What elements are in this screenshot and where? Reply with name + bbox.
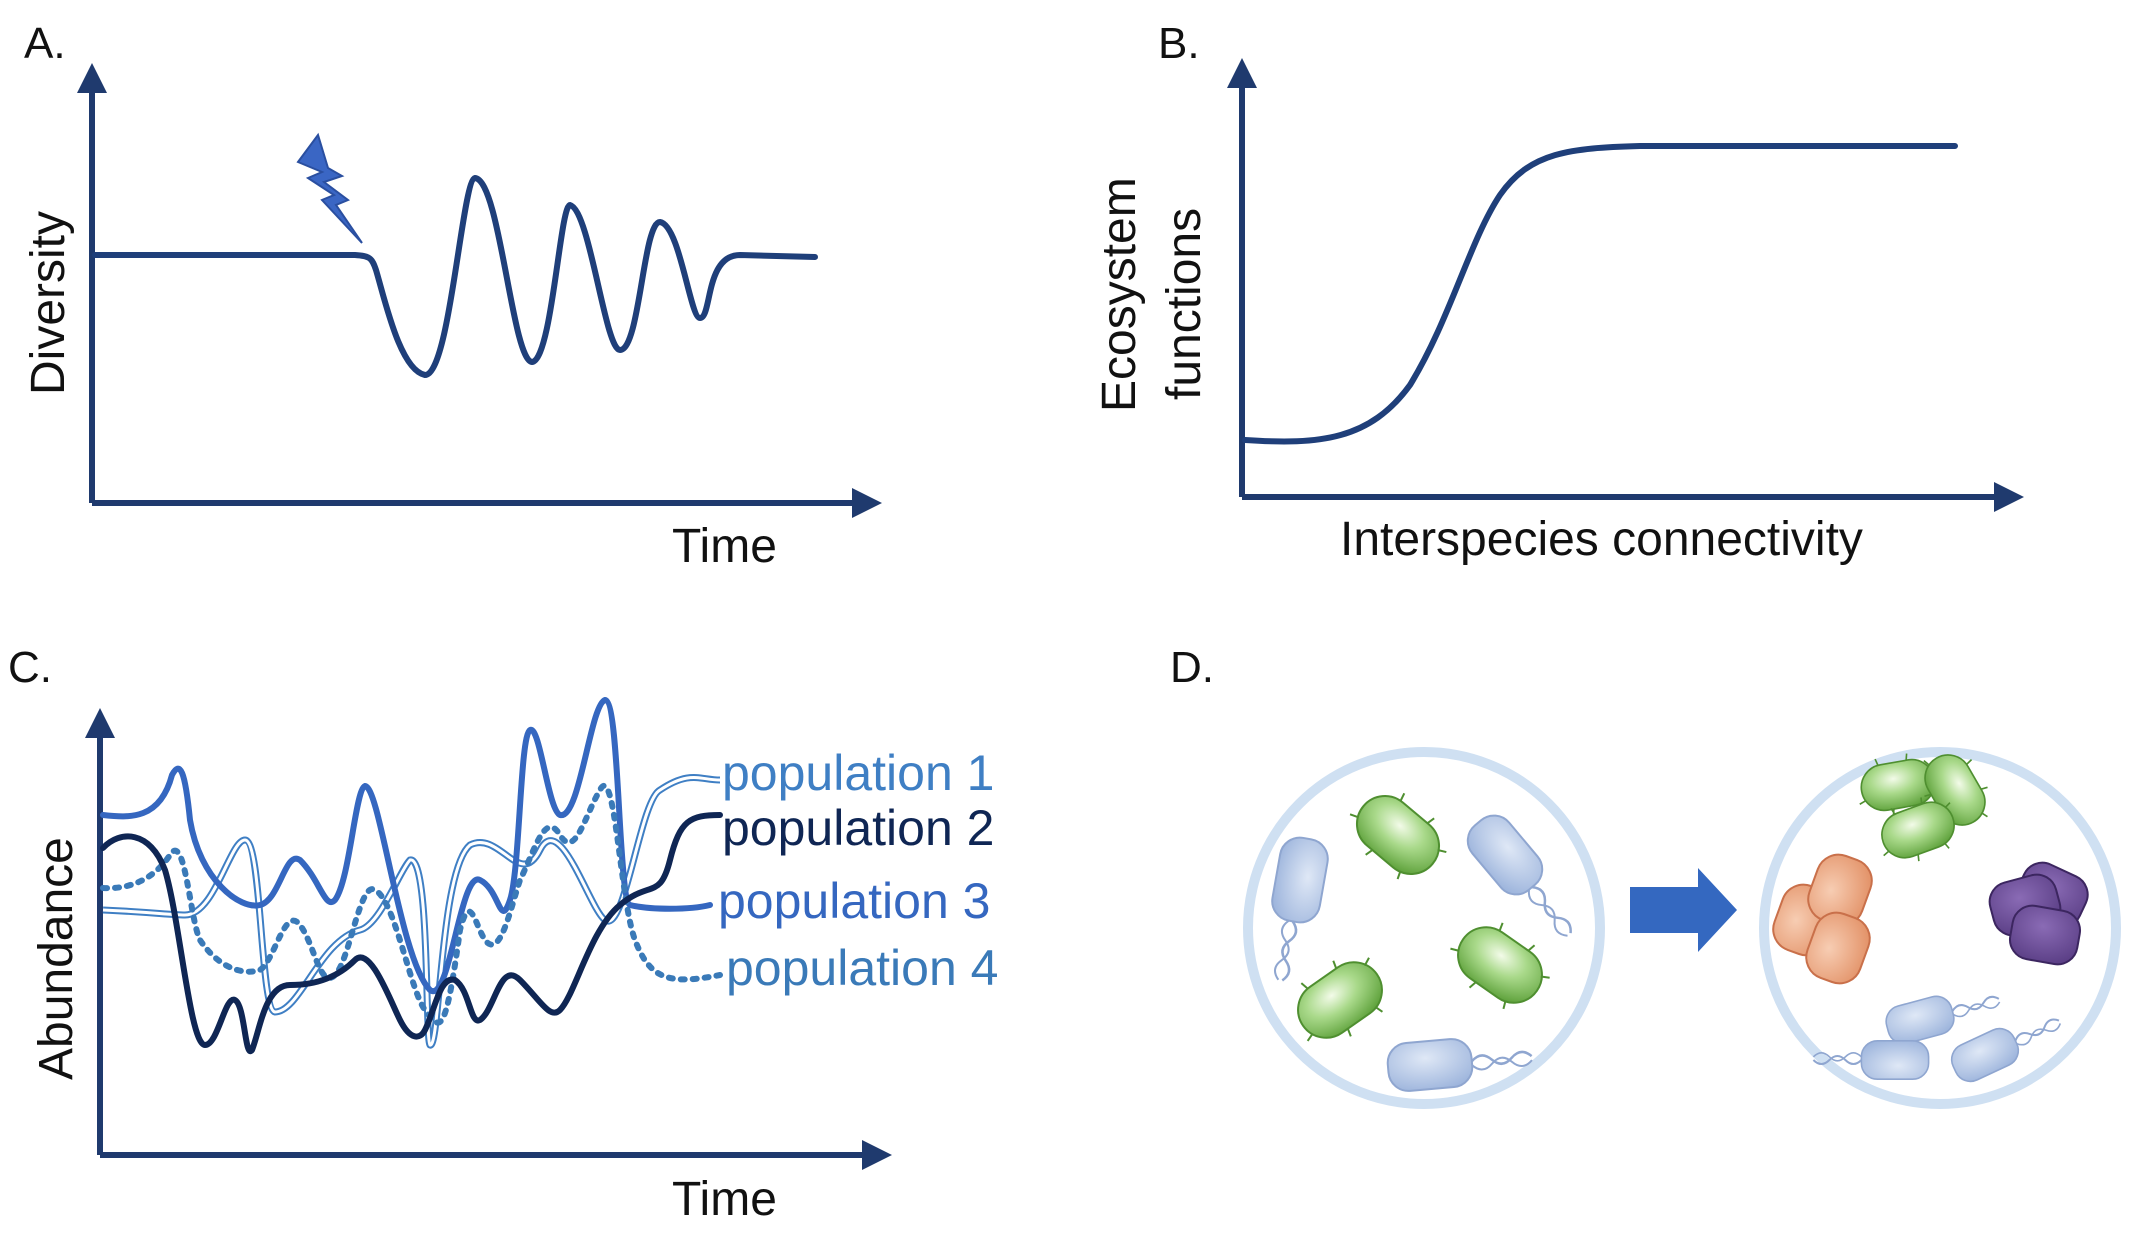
- community-after: [1759, 738, 2121, 1109]
- panel-a-x-label: Time: [672, 520, 777, 573]
- purple-bacterium-cluster-icon: [1988, 861, 2089, 966]
- panel-d: D.: [1170, 643, 2121, 1109]
- panel-b-label: B.: [1158, 19, 1200, 68]
- population-3-label: population 3: [718, 873, 990, 929]
- population-4-label: population 4: [726, 940, 998, 996]
- panel-c-x-label: Time: [672, 1173, 777, 1226]
- panel-c-y-label: Abundance: [30, 837, 83, 1080]
- panel-a: A. Time Diversity: [22, 19, 882, 573]
- panel-c-label: C.: [8, 643, 52, 692]
- diversity-curve: [92, 174, 818, 379]
- panel-b: B. Interspecies connectivity Ecosystem f…: [1093, 19, 2024, 566]
- population-2-label: population 2: [722, 800, 994, 856]
- population-2-line: [100, 812, 723, 1055]
- transition-arrow-icon: [1630, 868, 1737, 952]
- population-1-label: population 1: [722, 745, 994, 801]
- community-before: [1243, 747, 1605, 1109]
- panel-a-label: A.: [24, 19, 66, 68]
- panel-b-y-label-2: functions: [1158, 208, 1211, 400]
- lightning-icon: [296, 132, 363, 244]
- orange-bacterium-cluster-icon: [1772, 853, 1873, 985]
- population-3-line: [100, 696, 713, 995]
- panel-a-y-label: Diversity: [22, 211, 75, 395]
- population-4-line: [100, 783, 723, 1026]
- panel-c: C. population 1 population 2 population …: [8, 643, 998, 1226]
- connectivity-curve: [1242, 143, 1958, 445]
- panel-b-y-label-1: Ecosystem: [1093, 177, 1146, 412]
- panel-d-label: D.: [1170, 643, 1214, 692]
- panel-b-x-label: Interspecies connectivity: [1340, 513, 1863, 566]
